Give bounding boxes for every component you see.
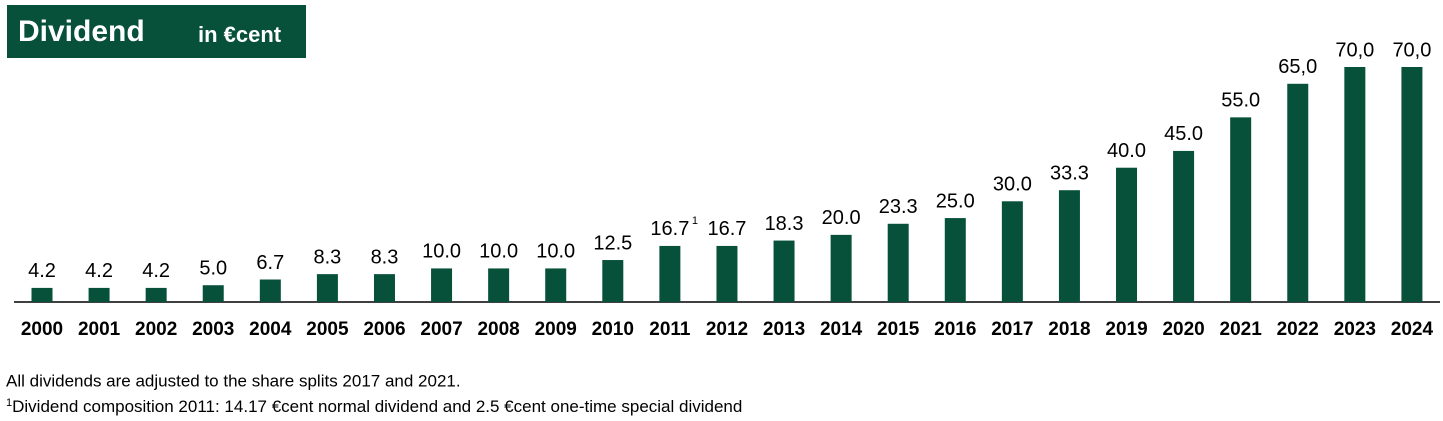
- x-tick-label: 2013: [763, 319, 805, 340]
- value-label: 6.7: [256, 252, 284, 274]
- value-label: 55.0: [1221, 90, 1260, 112]
- x-tick-label: 2005: [306, 319, 349, 340]
- bar: [887, 223, 909, 302]
- value-label: 8.3: [371, 246, 399, 268]
- bar: [830, 234, 852, 302]
- value-label: 70,0: [1392, 39, 1431, 61]
- value-label: 16.7: [650, 218, 689, 240]
- x-tick-label: 2018: [1048, 319, 1090, 340]
- value-label: 4.2: [142, 260, 170, 282]
- chart-title: Dividend: [18, 15, 145, 48]
- footnote-marker: 1: [6, 397, 12, 409]
- value-label: 18.3: [765, 213, 804, 235]
- bar: [373, 274, 395, 302]
- x-tick-label: 2020: [1162, 319, 1204, 340]
- bar: [773, 240, 795, 302]
- value-label: 8.3: [313, 246, 341, 268]
- value-label: 70,0: [1335, 39, 1374, 61]
- bar: [602, 260, 624, 302]
- x-tick-label: 2023: [1334, 319, 1376, 340]
- x-tick-label: 2006: [363, 319, 405, 340]
- value-label: 16.7: [707, 218, 746, 240]
- bar: [202, 285, 224, 302]
- value-label: 5.0: [199, 257, 227, 279]
- bar: [316, 274, 338, 302]
- x-tick-label: 2022: [1277, 319, 1319, 340]
- bar: [716, 245, 738, 302]
- bar: [1230, 117, 1252, 302]
- x-tick-label: 2014: [820, 319, 863, 340]
- bar: [145, 287, 167, 302]
- value-label: 40.0: [1107, 140, 1146, 162]
- footnote: 1Dividend composition 2011: 14.17 €cent …: [6, 397, 742, 417]
- bar: [1173, 150, 1195, 302]
- x-tick-label: 2019: [1105, 319, 1147, 340]
- bar: [1287, 83, 1309, 303]
- value-label: 10.0: [479, 241, 518, 263]
- footnote: All dividends are adjusted to the share …: [6, 371, 461, 390]
- x-tick-label: 2004: [249, 319, 292, 340]
- value-label: 65,0: [1278, 56, 1317, 78]
- bar: [659, 245, 681, 302]
- x-tick-label: 2002: [135, 319, 177, 340]
- x-tick-label: 2024: [1391, 319, 1434, 340]
- value-label: 33.3: [1050, 162, 1089, 184]
- value-label: 23.3: [879, 196, 918, 218]
- x-tick-label: 2016: [934, 319, 976, 340]
- x-tick-label: 2003: [192, 319, 234, 340]
- x-tick-label: 2009: [535, 319, 577, 340]
- bar: [1344, 67, 1366, 302]
- value-label: 10.0: [422, 241, 461, 263]
- value-label: 25.0: [936, 190, 975, 212]
- value-label: 20.0: [822, 207, 861, 229]
- chart-subtitle: in €cent: [198, 22, 282, 47]
- bar: [944, 218, 966, 302]
- value-label: 4.2: [85, 260, 113, 282]
- x-tick-label: 2021: [1220, 319, 1263, 340]
- x-tick-label: 2010: [592, 319, 634, 340]
- bar: [1116, 167, 1138, 302]
- x-tick-label: 2007: [420, 319, 462, 340]
- x-tick-label: 2008: [477, 319, 519, 340]
- x-tick-label: 2015: [877, 319, 920, 340]
- bar: [31, 287, 53, 302]
- title-box: [7, 5, 306, 58]
- x-tick-label: 2012: [706, 319, 748, 340]
- value-label: 10.0: [536, 241, 575, 263]
- value-label: 30.0: [993, 174, 1032, 196]
- x-tick-label: 2001: [78, 319, 121, 340]
- bar: [88, 287, 110, 302]
- footnote-marker: 1: [692, 215, 698, 227]
- bar: [545, 268, 567, 302]
- bar: [488, 268, 510, 302]
- x-tick-label: 2011: [649, 319, 691, 340]
- bar: [259, 279, 281, 302]
- x-tick-label: 2017: [991, 319, 1033, 340]
- bar: [431, 268, 453, 302]
- x-tick-label: 2000: [21, 319, 63, 340]
- value-label: 45.0: [1164, 123, 1203, 145]
- value-label: 4.2: [28, 260, 56, 282]
- footnote-text: Dividend composition 2011: 14.17 €cent n…: [12, 397, 742, 416]
- bar: [1001, 201, 1023, 302]
- value-label: 12.5: [593, 232, 632, 254]
- bar: [1401, 67, 1423, 302]
- bar: [1058, 190, 1080, 302]
